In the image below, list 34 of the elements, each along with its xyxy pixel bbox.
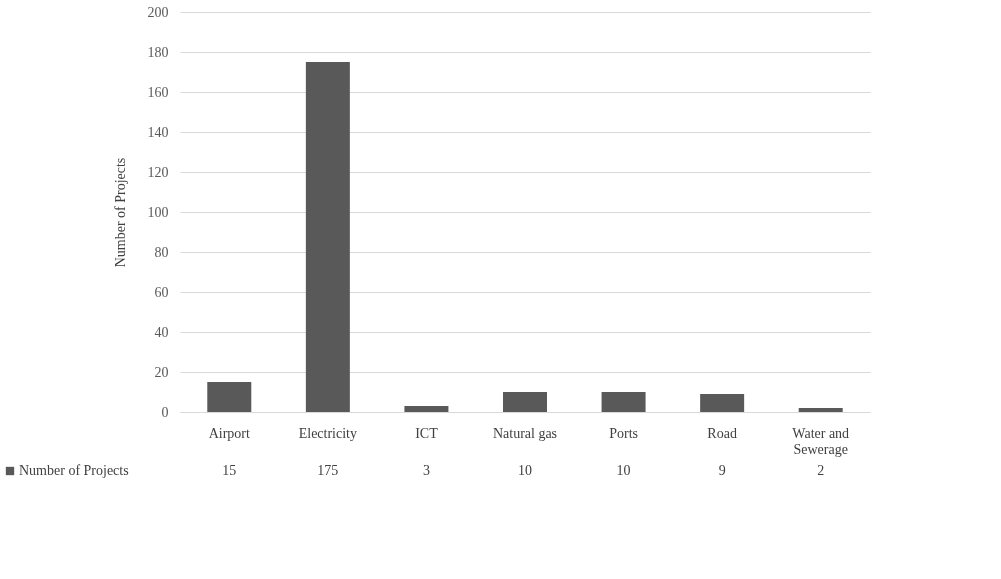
y-tick-label: 180	[147, 44, 169, 60]
x-tick-label: Airport	[208, 425, 250, 441]
y-tick-label: 100	[147, 204, 169, 220]
x-tick-label: Electricity	[298, 425, 358, 441]
y-tick-label: 160	[147, 84, 169, 100]
data-label: 15	[222, 463, 237, 478]
y-tick-label: 140	[147, 124, 169, 140]
x-tick-label: Ports	[609, 425, 638, 441]
y-tick-label: 60	[154, 284, 169, 300]
data-label: 3	[422, 463, 430, 478]
y-tick-label: 40	[154, 324, 169, 340]
bar	[305, 62, 350, 412]
bar	[700, 394, 745, 412]
x-tick-label: Road	[707, 425, 737, 441]
legend-label: Number of Projects	[19, 463, 129, 478]
y-tick-label: 20	[154, 364, 169, 380]
x-tick-label: Water and Sewerage	[792, 425, 850, 457]
bar	[207, 382, 252, 412]
x-tick-label: ICT	[415, 425, 439, 441]
y-tick-label: 80	[154, 244, 169, 260]
data-label: 10	[518, 463, 532, 478]
bar	[798, 408, 843, 412]
y-tick-label: 120	[147, 164, 169, 180]
data-label: 10	[616, 463, 631, 478]
y-tick-label: 0	[161, 404, 169, 420]
bar	[601, 392, 646, 412]
data-label: 9	[718, 463, 726, 478]
x-tick-label: Natural gas	[492, 425, 558, 441]
y-tick-label: 200	[147, 4, 169, 20]
bar	[503, 392, 547, 412]
bar	[404, 406, 449, 412]
data-label: 175	[317, 463, 339, 478]
y-axis-title: Number of Projects	[112, 157, 128, 268]
data-label: 2	[817, 463, 825, 478]
